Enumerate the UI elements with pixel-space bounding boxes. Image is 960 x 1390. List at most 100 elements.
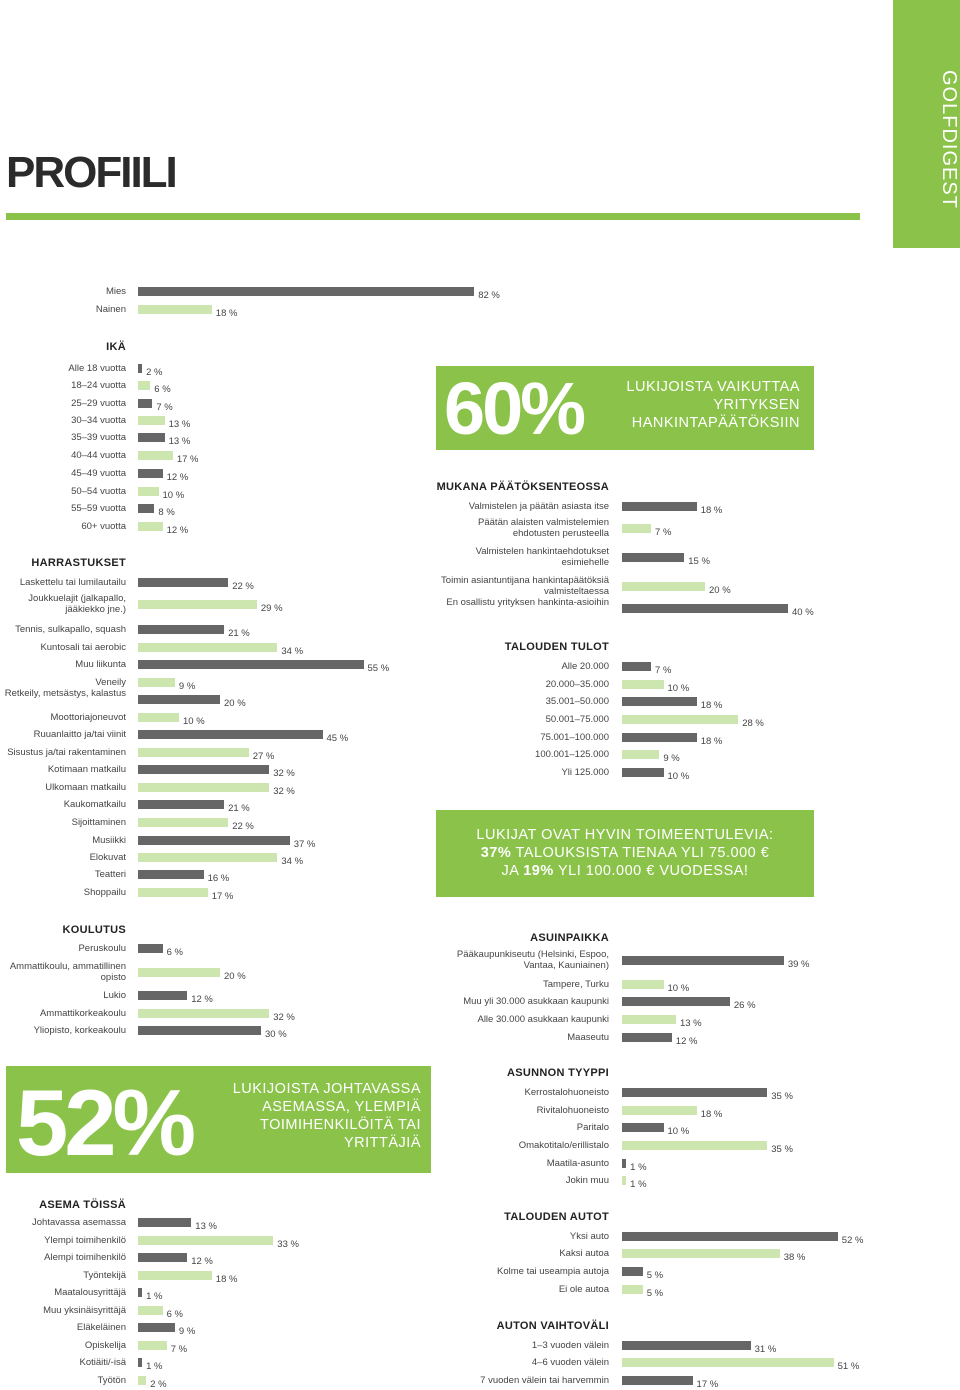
- income-callout-line3-prefix: JA: [501, 863, 524, 880]
- hobbies-value-4: 55 %: [367, 663, 390, 674]
- education-label-0: Peruskoulu: [78, 943, 126, 954]
- brand-tab: GOLFDIGEST: [893, 0, 960, 248]
- cars-value-1: 38 %: [783, 1252, 806, 1263]
- hobbies-value-0: 22 %: [232, 581, 254, 592]
- hobbies-bar-11: [138, 783, 270, 792]
- decisions-label-3: Toimin asiantuntijana hankintapäätöksiä …: [441, 575, 609, 597]
- education-bar-1: [138, 968, 220, 977]
- hobbies-bar-10: [138, 765, 270, 774]
- education-bar-4: [138, 1026, 261, 1035]
- age-value-0: 2 %: [146, 367, 163, 378]
- car_change-bar-1: [622, 1358, 834, 1367]
- age-value-9: 12 %: [166, 525, 189, 536]
- age-label-4: 35–39 vuotta: [71, 432, 126, 443]
- income-callout-highlight-2: 19%: [523, 863, 554, 880]
- hobbies-value-1: 29 %: [260, 603, 283, 614]
- residence-label-4: Maaseutu: [567, 1032, 609, 1043]
- position-bar-7: [138, 1341, 167, 1350]
- age-bar-3: [138, 416, 165, 425]
- income-bar-5: [622, 750, 660, 759]
- hobbies-value-7: 10 %: [183, 716, 205, 727]
- decisions-label-2: Valmistelen hankintaehdotukset esimiehel…: [475, 546, 609, 568]
- position-label-4: Maatalousyrittäjä: [54, 1287, 126, 1298]
- car_change-value-0: 31 %: [754, 1344, 777, 1355]
- hobbies-label-4: Muu liikunta: [75, 659, 126, 670]
- age-bar-0: [138, 364, 143, 373]
- housing-bar-4: [622, 1159, 627, 1168]
- age-label-8: 55–59 vuotta: [71, 503, 126, 514]
- hobbies-label-0: Laskettelu tai lumilautailu: [19, 577, 126, 588]
- decisions-bar-0: [622, 502, 697, 511]
- housing-bar-5: [622, 1176, 627, 1185]
- car_change-bar-0: [622, 1341, 751, 1350]
- decisions-bar-1: [622, 524, 652, 533]
- income-bar-3: [622, 715, 739, 724]
- brand-name: GOLFDIGEST: [938, 69, 960, 209]
- hobbies-label-13: Sijoittaminen: [71, 817, 126, 828]
- education-label-4: Yliopisto, korkeakoulu: [33, 1025, 126, 1036]
- housing-label-0: Kerrostalohuoneisto: [524, 1087, 610, 1098]
- car_change-label-1: 4–6 vuoden välein: [531, 1357, 609, 1368]
- housing-bar-2: [622, 1123, 664, 1132]
- income-value-0: 7 %: [655, 665, 672, 676]
- age-value-7: 10 %: [162, 490, 185, 501]
- hobbies-value-8: 45 %: [326, 733, 349, 744]
- housing-value-3: 35 %: [771, 1144, 793, 1155]
- income-label-5: 100.001–125.000: [535, 749, 609, 760]
- position-label-3: Työntekijä: [83, 1270, 126, 1281]
- position-value-1: 33 %: [277, 1239, 299, 1250]
- age-bar-6: [138, 469, 163, 478]
- hobbies-bar-6: [138, 695, 220, 704]
- position-bar-3: [138, 1271, 212, 1280]
- hobbies-bar-3: [138, 643, 278, 652]
- hobbies-value-3: 34 %: [281, 646, 304, 657]
- position-value-8: 1 %: [146, 1361, 163, 1372]
- income-label-0: Alle 20.000: [561, 661, 609, 672]
- cars-value-3: 5 %: [646, 1288, 664, 1299]
- decision-callout-number: 60%: [444, 367, 586, 450]
- position-bar-5: [138, 1306, 163, 1315]
- decisions-bar-4: [622, 604, 788, 613]
- decisions-value-3: 20 %: [709, 585, 731, 596]
- position-value-6: 9 %: [178, 1326, 196, 1337]
- position-bar-8: [138, 1358, 143, 1367]
- hobbies-bar-17: [138, 888, 208, 897]
- position-title: ASEMA TÖISSÄ: [39, 1199, 126, 1211]
- age-bar-4: [138, 433, 165, 442]
- decisions-label-1: Päätän alaisten valmistelemien ehdotuste…: [478, 517, 609, 539]
- position-bar-2: [138, 1253, 188, 1262]
- hobbies-title: HARRASTUKSET: [31, 557, 126, 569]
- decisions-label-4: En osallistu yrityksen hankinta-asioihin: [446, 597, 609, 608]
- residence-title: ASUINPAIKKA: [530, 932, 609, 944]
- hobbies-bar-4: [138, 660, 364, 669]
- housing-value-1: 18 %: [700, 1109, 723, 1120]
- hobbies-value-5: 9 %: [178, 681, 196, 692]
- age-bar-7: [138, 487, 159, 496]
- hobbies-value-12: 21 %: [228, 803, 250, 814]
- decision-callout-text: LUKIJOISTA VAIKUTTAA YRITYKSEN HANKINTAP…: [626, 379, 800, 432]
- position-bar-9: [138, 1376, 147, 1385]
- age-value-2: 7 %: [156, 402, 173, 413]
- age-label-2: 25–29 vuotta: [71, 398, 126, 409]
- hobbies-value-6: 20 %: [224, 698, 246, 709]
- hobbies-value-10: 32 %: [273, 768, 295, 779]
- position-value-2: 12 %: [191, 1256, 213, 1267]
- car_change-label-2: 7 vuoden välein tai harvemmin: [480, 1375, 609, 1386]
- decisions-title: MUKANA PÄÄTÖKSENTEOSSA: [436, 481, 609, 493]
- income-callout-line3: YLI 100.000 € VUODESSA!: [553, 863, 749, 880]
- income-bar-6: [622, 768, 664, 777]
- age-title: IKÄ: [106, 341, 126, 353]
- decisions-bar-3: [622, 582, 705, 591]
- housing-value-5: 1 %: [630, 1179, 647, 1190]
- education-bar-3: [138, 1009, 270, 1018]
- education-bar-0: [138, 944, 163, 953]
- cars-label-2: Kolme tai useampia autoja: [497, 1266, 609, 1277]
- page-title: PROFIILI: [6, 148, 178, 197]
- age-label-9: 60+ vuotta: [81, 521, 126, 532]
- income-bar-2: [622, 697, 697, 706]
- income-bar-1: [622, 680, 664, 689]
- residence-label-0: Pääkaupunkiseutu (Helsinki, Espoo, Vanta…: [456, 949, 609, 971]
- car_change-title: AUTON VAIHTOVÄLI: [496, 1320, 609, 1332]
- housing-label-2: Paritalo: [576, 1122, 609, 1133]
- gender-value-1: 18 %: [215, 308, 238, 319]
